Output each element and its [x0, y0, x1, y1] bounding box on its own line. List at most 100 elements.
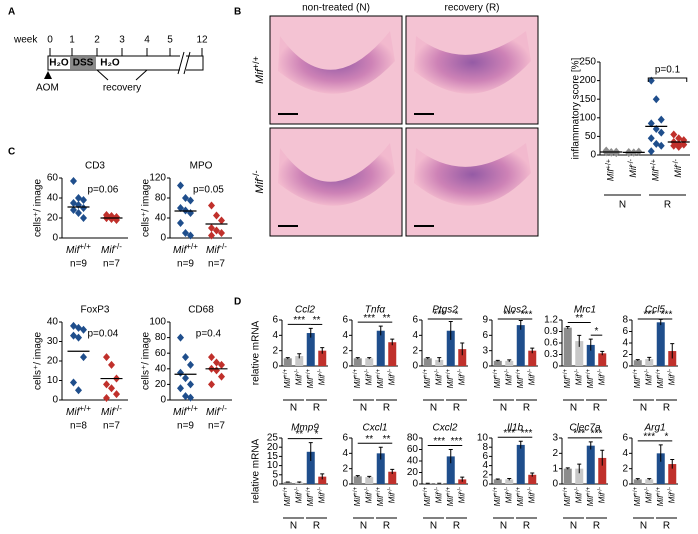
genotype: +/+ — [352, 487, 358, 496]
y-tick-label: 2 — [342, 463, 348, 474]
gene: Mif — [101, 245, 116, 256]
group-label: R — [313, 403, 320, 414]
genotype: -/- — [644, 487, 650, 493]
point — [208, 201, 215, 210]
y-tick-label: 10 — [267, 460, 279, 471]
error-bar — [308, 442, 313, 461]
gene: Mif — [173, 407, 188, 418]
y-tick-label: 2 — [622, 463, 628, 474]
significance: *** — [503, 428, 515, 439]
genotype-label: Mif+/+ — [352, 487, 362, 507]
bar — [388, 471, 397, 484]
dss-box — [70, 57, 96, 69]
gene: Mif — [656, 495, 665, 506]
genotype: +/+ — [375, 369, 381, 378]
genotype: +/+ — [445, 369, 451, 378]
y-tick-label: 9 — [482, 315, 488, 326]
gene: Mif — [364, 492, 373, 503]
gene: Mif — [254, 68, 266, 84]
genotype-label: Mif-/- — [317, 487, 327, 503]
y-tick-label: 2 — [272, 345, 278, 356]
group-label: N — [290, 403, 297, 414]
genotype: -/- — [251, 170, 261, 179]
gene: Mif — [173, 245, 188, 256]
bar — [295, 482, 304, 484]
gene: Mif — [586, 495, 595, 506]
error-bar — [460, 476, 465, 482]
y-tick-label: 80 — [407, 433, 419, 444]
y-tick-label: 2 — [552, 448, 558, 459]
gene: Mif — [493, 377, 502, 388]
genotype: -/- — [527, 369, 533, 375]
point — [208, 353, 215, 362]
point — [182, 353, 189, 362]
significance: *** — [573, 428, 585, 439]
segment-label: H₂O — [100, 58, 120, 69]
bar — [306, 333, 315, 366]
p-value: p=0.4 — [196, 329, 222, 340]
gene: Mif — [434, 374, 443, 385]
y-tick-label: 150 — [579, 94, 596, 105]
point — [177, 204, 184, 212]
error-bar — [425, 357, 430, 360]
group-label: R — [593, 403, 600, 414]
bar — [645, 359, 654, 366]
point — [213, 226, 220, 235]
panel-label: B — [234, 7, 241, 18]
y-tick-label: 0.9 — [544, 326, 558, 337]
gene: Mif — [66, 245, 81, 256]
point — [182, 374, 189, 383]
gene: Mif — [667, 374, 676, 385]
y-tick-label: 6 — [412, 315, 418, 326]
p-bracket — [647, 77, 688, 82]
y-tick-label: 40 — [47, 193, 59, 204]
y-tick-label: 0 — [272, 361, 278, 372]
bar — [388, 342, 397, 366]
point — [182, 392, 189, 401]
genotype: +/+ — [251, 56, 261, 69]
significance: *** — [293, 315, 305, 326]
bar — [598, 353, 607, 366]
n-label: n=9 — [177, 421, 194, 432]
genotype-label: Mif+/+ — [605, 159, 616, 181]
y-tick-label: 10 — [477, 433, 489, 444]
genotype-label: Mif+/+ — [585, 487, 595, 507]
error-bar — [495, 478, 500, 480]
group-label: R — [313, 521, 320, 532]
genotype-label: Mif+/+ — [650, 159, 661, 181]
genotype: +/+ — [445, 487, 451, 496]
point — [657, 115, 665, 124]
significance: *** — [521, 428, 533, 439]
bar — [505, 360, 514, 366]
genotype-label: Mif+/+ — [445, 369, 455, 389]
genotype: +/+ — [352, 369, 358, 378]
error-bar — [670, 458, 675, 469]
error-bar — [367, 357, 372, 360]
genotype-label: Mif+/+ — [66, 404, 91, 418]
error-bar — [320, 473, 325, 480]
error-bar — [518, 320, 523, 330]
bar — [283, 482, 292, 484]
y-tick-label: 4 — [622, 338, 628, 349]
genotype: +/+ — [282, 369, 288, 378]
error-bar — [588, 441, 593, 450]
gene: Mif — [574, 374, 583, 385]
error-bar — [320, 347, 325, 354]
gene: Mif — [651, 168, 661, 181]
group-label: R — [383, 403, 390, 414]
bar — [458, 349, 467, 366]
error-bar — [507, 359, 512, 362]
error-bar — [460, 342, 465, 356]
break — [180, 52, 186, 74]
genotype: -/- — [434, 487, 440, 493]
week-label: 5 — [167, 35, 173, 46]
point — [647, 134, 655, 143]
y-tick-label: 80 — [155, 193, 167, 204]
error-bar — [495, 359, 500, 362]
bar — [295, 356, 304, 366]
genotype: +/+ — [655, 369, 661, 378]
chart-title: Tnfα — [365, 305, 385, 316]
y-tick-label: 6 — [482, 330, 488, 341]
group-label: N — [500, 521, 507, 532]
y-tick-label: 60 — [47, 173, 59, 184]
